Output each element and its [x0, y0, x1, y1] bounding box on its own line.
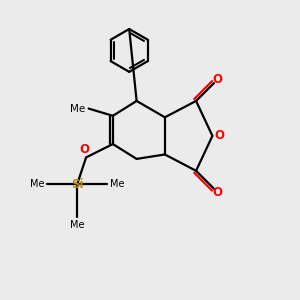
Text: O: O — [80, 142, 90, 156]
Text: Me: Me — [110, 179, 124, 189]
Text: O: O — [214, 129, 224, 142]
Text: Si: Si — [71, 178, 83, 191]
Text: O: O — [212, 185, 222, 199]
Text: Me: Me — [30, 179, 44, 189]
Text: O: O — [212, 73, 222, 86]
Text: Me: Me — [70, 103, 85, 114]
Text: Me: Me — [70, 220, 84, 230]
